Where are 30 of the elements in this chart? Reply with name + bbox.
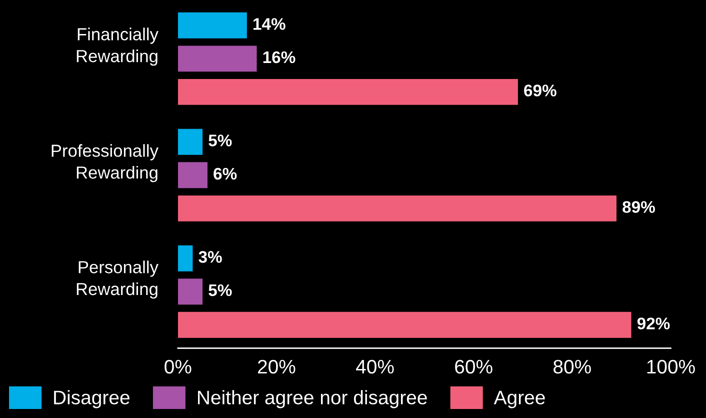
data-label: 5% — [208, 284, 232, 296]
data-label: 5% — [208, 134, 232, 146]
bar — [178, 78, 518, 105]
bar — [178, 12, 247, 38]
data-label: 16% — [263, 51, 296, 64]
y-tick-label: Professionally Rewarding — [52, 144, 158, 182]
data-label: 89% — [622, 201, 655, 213]
x-tick-label: 60% — [455, 360, 492, 374]
x-tick-label: 20% — [258, 360, 296, 374]
data-label: 14% — [254, 18, 286, 30]
legend-label: Agree — [494, 390, 545, 408]
data-label: 6% — [214, 168, 237, 180]
x-tick-label: 80% — [554, 360, 591, 374]
y-tick-label: Personally Rewarding — [76, 260, 158, 299]
bar — [178, 245, 193, 272]
y-tick-label: Financially Rewarding — [76, 28, 158, 66]
bar — [178, 128, 203, 155]
x-tick-label: 100% — [647, 360, 695, 374]
bar — [178, 46, 257, 72]
legend-label: Neither agree nor disagree — [198, 390, 427, 408]
data-label: 69% — [524, 84, 556, 96]
x-tick-label: 0% — [164, 360, 192, 374]
data-label: 92% — [637, 318, 670, 330]
bar — [178, 312, 632, 338]
bar — [178, 195, 616, 222]
x-tick-label: 40% — [356, 360, 394, 374]
bar — [178, 162, 208, 188]
bar — [178, 278, 203, 305]
data-label: 3% — [198, 251, 222, 263]
legend-label: Disagree — [54, 390, 130, 408]
